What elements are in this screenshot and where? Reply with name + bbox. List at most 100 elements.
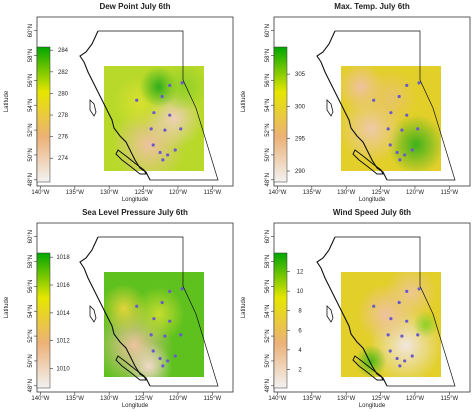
colorbar-tick-label: 295 (295, 137, 306, 143)
y-tick-label: 58°N (265, 49, 271, 62)
x-tick-label: 135°W (66, 396, 84, 402)
colorbar-tick-label: 282 (58, 70, 69, 76)
x-tick-label: 140°W (31, 396, 49, 402)
station (173, 354, 177, 358)
coastline (316, 236, 388, 387)
y-tick-label: 56°N (28, 74, 34, 87)
station (149, 333, 153, 337)
coastline (79, 236, 151, 387)
x-tick-label: 125°W (135, 396, 153, 402)
colorbar-tick-label: 1018 (56, 255, 70, 261)
colorbar-tick-label: 280 (58, 91, 69, 97)
station (161, 364, 165, 368)
x-tick-label: 130°W (337, 190, 355, 196)
station (386, 127, 390, 131)
station (166, 359, 170, 363)
station (166, 153, 170, 157)
y-tick-label: 50°N (28, 148, 34, 161)
x-tick-label: 115°W (204, 396, 222, 402)
y-tick-label: 58°N (28, 49, 34, 62)
station (168, 319, 172, 323)
station (168, 289, 172, 293)
x-tick-label: 130°W (100, 190, 118, 196)
vancouver-island (352, 355, 384, 381)
panel-title: Sea Level Pressure July 6th (82, 208, 188, 217)
colorbar-tick-label: 12 (297, 270, 304, 276)
station (416, 333, 420, 337)
y-axis-label: Latitude (241, 90, 247, 112)
x-tick-label: 125°W (372, 396, 390, 402)
colorbar-tick-label: 284 (58, 48, 69, 54)
station (395, 150, 399, 155)
colorbar-tick-label: 8 (298, 309, 302, 315)
colorbar-tick-label: 274 (58, 156, 69, 162)
coastline (316, 30, 388, 181)
station (163, 334, 167, 338)
province-border (98, 236, 219, 387)
station (135, 98, 139, 102)
x-axis-label: Longitude (122, 403, 149, 409)
y-tick-label: 48°N (28, 173, 34, 186)
x-tick-label: 140°W (268, 396, 286, 402)
station (152, 317, 156, 321)
panel-title: Dew Point July 6th (99, 2, 170, 11)
station (389, 111, 393, 115)
station (416, 127, 420, 131)
station (158, 150, 162, 155)
y-tick-label: 48°N (265, 379, 271, 392)
station (135, 304, 139, 308)
station (149, 127, 153, 131)
y-tick-label: 50°N (265, 148, 271, 161)
x-tick-label: 115°W (441, 396, 459, 402)
x-tick-label: 130°W (100, 396, 118, 402)
raster-blob (355, 344, 387, 378)
station (151, 143, 155, 147)
y-axis-label: Latitude (4, 90, 10, 112)
y-tick-label: 58°N (28, 255, 34, 268)
y-tick-label: 50°N (265, 354, 271, 367)
station (397, 300, 401, 305)
raster-blob (337, 62, 385, 112)
station (173, 148, 177, 152)
x-tick-label: 115°W (441, 190, 459, 196)
x-tick-label: 125°W (372, 190, 390, 196)
colorbar-tick-label: 290 (295, 169, 306, 175)
colorbar-tick-label: 4 (298, 348, 302, 354)
x-tick-label: 125°W (135, 190, 153, 196)
panel-title: Wind Speed July 6th (333, 208, 411, 217)
x-axis-label: Longitude (359, 197, 386, 203)
y-tick-label: 48°N (265, 173, 271, 186)
x-tick-label: 115°W (204, 190, 222, 196)
y-tick-label: 56°N (265, 74, 271, 87)
vancouver-island (115, 149, 147, 175)
x-tick-label: 120°W (406, 190, 424, 196)
station (410, 148, 414, 152)
y-tick-label: 58°N (265, 255, 271, 268)
y-tick-label: 60°N (28, 230, 34, 243)
colorbar-tick-label: 276 (58, 135, 69, 141)
y-tick-label: 50°N (28, 354, 34, 367)
raster-blob (385, 265, 437, 321)
colorbar-tick-label: 1012 (56, 339, 70, 345)
station (405, 319, 409, 323)
y-tick-label: 52°N (265, 123, 271, 136)
x-tick-label: 135°W (66, 190, 84, 196)
colorbar-tick-label: 1010 (56, 367, 70, 373)
raster-mask (37, 223, 233, 392)
y-tick-label: 54°N (28, 99, 34, 112)
colorbar (273, 46, 288, 183)
x-tick-label: 120°W (406, 396, 424, 402)
raster-blob (100, 284, 148, 334)
station (400, 334, 404, 338)
panel-title: Max. Temp. July 6th (334, 2, 410, 11)
station (168, 83, 172, 87)
raster-mask (274, 223, 470, 392)
station (398, 364, 402, 368)
x-tick-label: 140°W (268, 190, 286, 196)
haida-gwaii (326, 305, 334, 323)
vancouver-island (115, 355, 147, 381)
colorbar-tick-label: 1016 (56, 283, 70, 289)
coastline (79, 30, 151, 181)
x-tick-label: 135°W (303, 190, 321, 196)
